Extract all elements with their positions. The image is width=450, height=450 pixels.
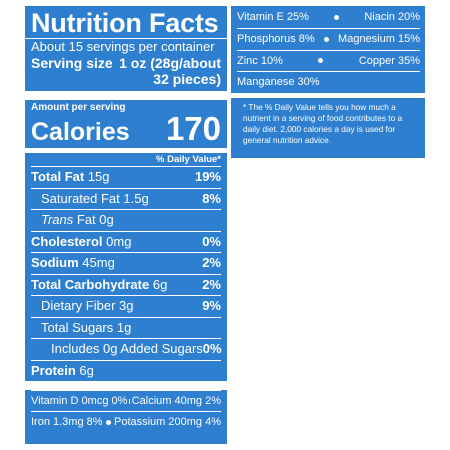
vitamin-item: Potassium 200mg 4%: [113, 416, 221, 428]
nutrient-label: Total Carbohydrate: [31, 276, 150, 292]
nutrient-row-total-carbohydrate: Total Carbohydrate 6g 2%: [31, 273, 221, 296]
vitamin-row: Manganese 30%: [237, 72, 420, 93]
vitamin-item: Iron 1.3mg 8%: [31, 416, 103, 428]
vitamin-item: Vitamin E 25%: [237, 11, 309, 23]
vitamin-item: Magnesium 15%: [338, 33, 420, 45]
nutrient-dv: 19%: [194, 169, 221, 184]
nutrient-label: Saturated Fat: [41, 190, 120, 206]
nutrient-label: Dietary Fiber: [41, 298, 116, 313]
serving-size-row: Serving size 1 oz (28g/about 32 pieces): [31, 55, 221, 87]
nutrient-amount: 6g: [79, 362, 94, 378]
nutrient-dv: 8%: [202, 190, 221, 206]
nutrient-row-protein: Protein 6g: [31, 359, 221, 382]
nutrient-label: Cholesterol: [31, 233, 103, 249]
nutrient-row-trans-fat: Trans Fat 0g: [31, 209, 221, 231]
nutrient-row-added-sugars: Includes 0g Added Sugars 0%: [31, 338, 222, 360]
vitamin-item: Zinc 10%: [237, 54, 283, 67]
calories-row: Calories 170: [31, 110, 221, 147]
nutrient-dv: 2%: [202, 255, 221, 270]
nutrient-amount: 1g: [116, 319, 132, 335]
nutrient-amount: 1.5g: [123, 190, 149, 206]
nutrient-dv: 9%: [202, 298, 221, 313]
bullet-icon: [318, 58, 324, 64]
nutrient-label: Trans: [41, 212, 74, 227]
daily-value-footnote: * The % Daily Value tells you how much a…: [243, 101, 403, 145]
bullet-icon: [105, 419, 111, 425]
serving-size-label: Serving size: [31, 55, 113, 71]
nutrition-facts-panel: Nutrition Facts About 15 servings per co…: [23, 4, 229, 446]
bullet-icon: [334, 14, 340, 20]
label-title: Nutrition Facts: [31, 8, 219, 38]
amount-per-serving: Amount per serving: [31, 102, 126, 113]
vitamin-row: Vitamin D 0mcg 0% Calcium 40mg 2%: [31, 390, 221, 411]
vitamin-item: Niacin 20%: [364, 11, 420, 23]
nutrient-row-dietary-fiber: Dietary Fiber 3g 9%: [31, 295, 221, 317]
nutrient-amount: 15g: [87, 169, 110, 184]
nutrient-dv: 2%: [202, 276, 221, 292]
nutrient-amount: 6g: [152, 276, 168, 292]
nutrient-amount: 45mg: [82, 255, 115, 270]
nutrient-label: Total Sugars: [41, 319, 114, 335]
bullet-icon: [323, 36, 329, 42]
nutrient-dv: 0%: [202, 341, 222, 356]
vitamin-item: Copper 35%: [358, 54, 420, 67]
vitamin-row: Zinc 10% Copper 35%: [237, 51, 420, 72]
nutrient-row-total-sugars: Total Sugars 1g: [31, 316, 221, 339]
nutrient-row-saturated-fat: Saturated Fat 1.5g 8%: [31, 187, 221, 210]
nutrient-dv: 0%: [202, 233, 221, 249]
serving-size-value-line1: 1 oz (28g/about: [119, 55, 221, 71]
nutrient-label: Includes 0g Added Sugars: [51, 341, 203, 356]
nutrient-amount: Fat 0g: [76, 212, 114, 227]
calories-value: 170: [165, 110, 221, 147]
nutrient-label: Total Fat: [31, 169, 85, 184]
vitamin-item: Calcium 40mg 2%: [131, 395, 221, 407]
nutrient-row-total-fat: Total Fat 15g 19%: [31, 166, 221, 188]
vitamins-continued-panel: Vitamin E 25% Niacin 20% Phosphorus 8% M…: [229, 4, 427, 160]
vitamin-row: Vitamin E 25% Niacin 20%: [237, 6, 420, 29]
vitamin-item: Vitamin D 0mcg 0%: [31, 395, 128, 407]
vitamin-row: Phosphorus 8% Magnesium 15%: [237, 29, 420, 51]
nutrient-amount: 0mg: [106, 233, 132, 249]
vitamin-row: Iron 1.3mg 8% Potassium 200mg 4%: [31, 411, 221, 432]
vitamin-item: Phosphorus 8%: [237, 33, 315, 45]
nutrient-label: Sodium: [31, 255, 79, 270]
nutrient-label: Protein: [31, 362, 76, 378]
serving-size-value-line2: 32 pieces): [153, 71, 221, 87]
nutrient-row-sodium: Sodium 45mg 2%: [31, 252, 221, 274]
servings-per-container: About 15 servings per container: [31, 39, 215, 54]
nutrient-amount: 3g: [119, 298, 134, 313]
nutrient-row-cholesterol: Cholesterol 0mg 0%: [31, 230, 221, 253]
daily-value-header: % Daily Value*: [156, 154, 221, 165]
calories-label: Calories: [31, 118, 130, 146]
serving-size-value: 1 oz (28g/about 32 pieces): [119, 55, 221, 87]
vitamin-item: Manganese 30%: [237, 76, 320, 88]
